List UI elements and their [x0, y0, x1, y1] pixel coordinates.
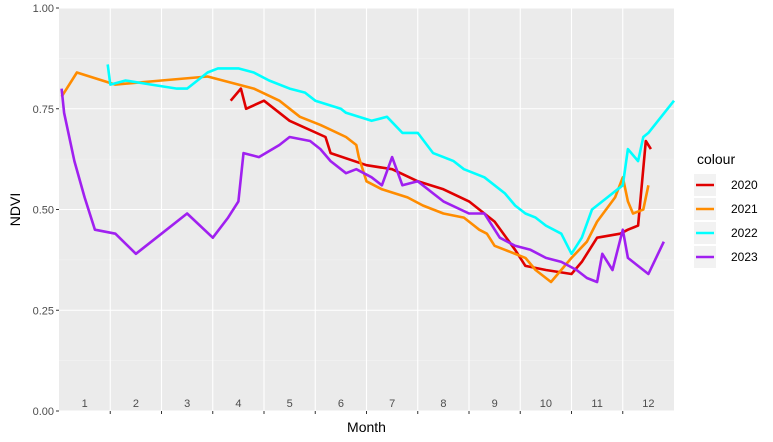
x-tick-label: 12 [642, 398, 654, 410]
y-tick-label: 0.25 [33, 305, 54, 317]
x-axis-title: Month [347, 419, 386, 435]
x-tick-label: 9 [492, 398, 498, 410]
x-tick-label: 3 [184, 398, 190, 410]
legend-label-2020: 2020 [731, 178, 758, 192]
x-tick-label: 4 [235, 398, 241, 410]
x-tick-label: 11 [591, 398, 602, 410]
x-tick-label: 2 [133, 398, 139, 410]
y-tick-label: 1.00 [33, 3, 54, 15]
legend-label-2022: 2022 [731, 226, 758, 240]
x-tick-label: 10 [540, 398, 552, 410]
y-axis-title: NDVI [7, 193, 23, 226]
y-tick-label: 0.00 [33, 406, 54, 418]
legend-title: colour [697, 151, 735, 167]
series-line-2023 [60, 88, 665, 284]
x-tick-label: 6 [338, 398, 344, 410]
legend: colour 2020 2021 2022 2023 [694, 151, 758, 268]
x-tick-label: 8 [440, 398, 446, 410]
x-tick-label: 5 [287, 398, 293, 410]
y-tick-label: 0.50 [33, 205, 54, 217]
legend-label-2021: 2021 [731, 202, 758, 216]
series-lines [60, 64, 676, 284]
x-tick-label: 1 [82, 398, 88, 410]
plot-panel [59, 7, 674, 412]
y-tick-label: 0.75 [33, 104, 54, 116]
legend-label-2023: 2023 [731, 250, 758, 264]
x-tick-label: 7 [389, 398, 395, 410]
axes: 0.000.250.500.751.001 2 3 4 5 6 7 8 9 10 11 12 [33, 3, 655, 418]
series-line-2021 [60, 71, 650, 284]
series-line-2022 [106, 64, 676, 256]
